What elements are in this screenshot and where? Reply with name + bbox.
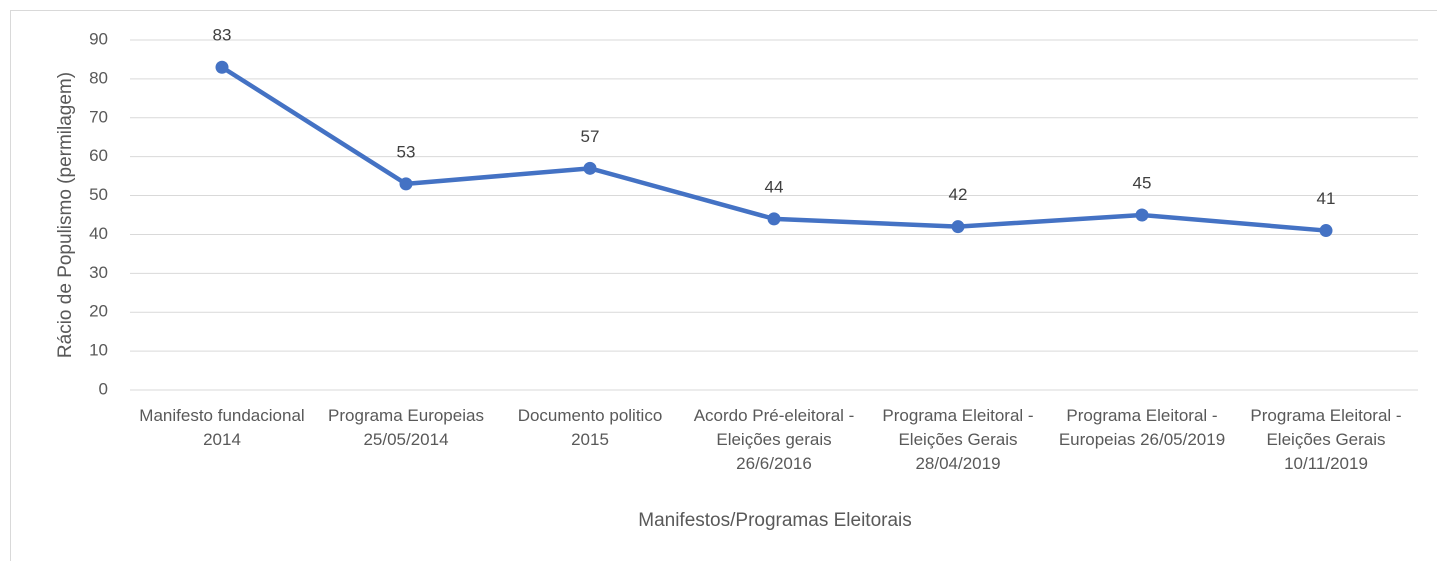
y-tick-label: 90 [89,29,108,48]
y-tick-label: 70 [89,107,108,126]
y-tick-label: 20 [89,302,108,321]
chart-frame [10,10,1437,561]
y-tick-label: 60 [89,146,108,165]
x-tick-label: Manifesto fundacional 2014 [139,406,305,449]
marker [583,161,597,175]
data-label: 83 [213,26,232,45]
x-tick-label: Programa Europeias 25/05/2014 [328,406,484,449]
x-tick-label: Documento politico 2015 [517,406,663,449]
x-tick-label: Programa Eleitoral - Eleições Gerais 28/… [882,406,1034,473]
data-label: 44 [765,177,784,196]
y-tick-label: 30 [89,263,108,282]
y-tick-label: 50 [89,185,108,204]
y-tick-label: 0 [99,379,108,398]
marker [767,212,781,226]
marker [951,220,965,234]
x-tick-label: Acordo Pré-eleitoral - Eleições gerais 2… [693,406,855,473]
data-label: 53 [397,142,416,161]
marker [1319,224,1333,238]
y-tick-label: 80 [89,68,108,87]
line [220,65,1327,233]
y-tick-label: 10 [89,341,108,360]
x-tick-label: Programa Eleitoral - Eleições Gerais 10/… [1250,406,1402,473]
data-label: 42 [949,185,968,204]
marker [1135,208,1149,222]
y-axis-title: Rácio de Populismo (permilagem) [55,72,76,358]
marker [399,177,413,191]
data-label: 45 [1133,173,1152,192]
data-label: 41 [1317,189,1336,208]
marker [215,60,229,74]
data-label: 57 [581,127,600,146]
x-tick-label: Programa Eleitoral - Europeias 26/05/201… [1058,406,1226,449]
x-axis-title: Manifestos/Programas Eleitorais [638,510,912,531]
y-tick-label: 40 [89,224,108,243]
